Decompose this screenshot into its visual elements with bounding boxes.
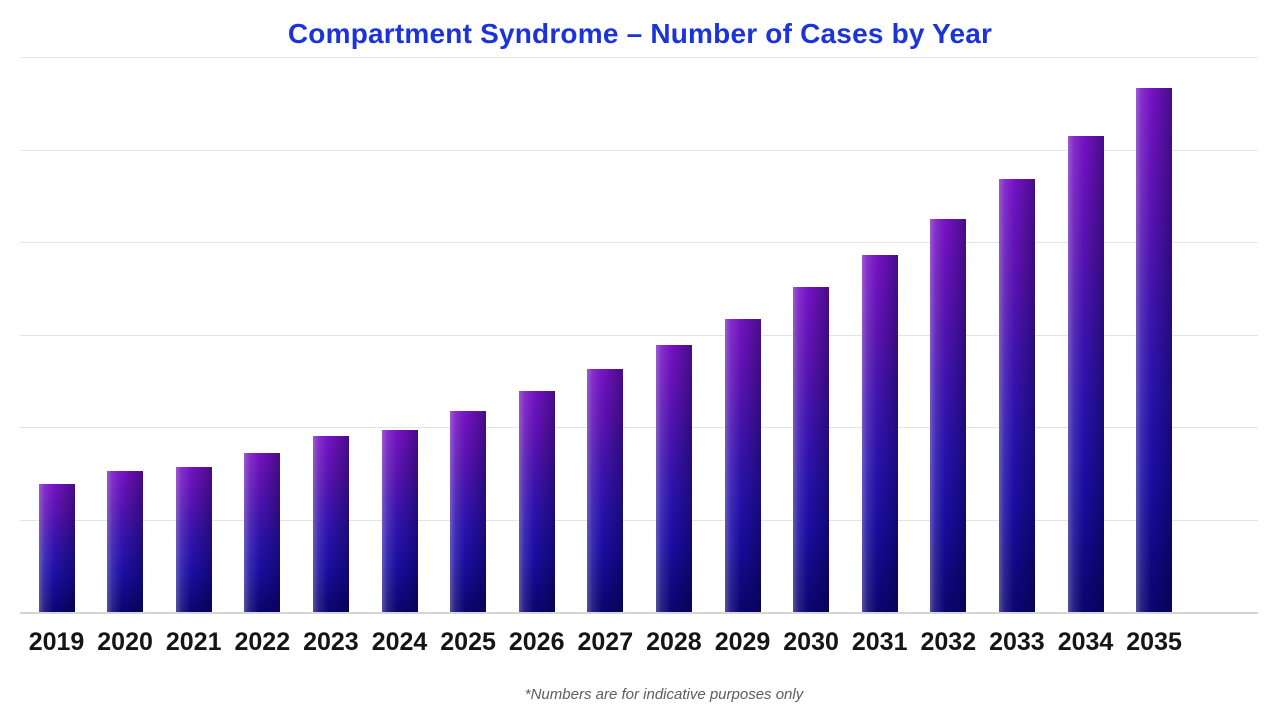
- bar-2035: [1136, 87, 1173, 612]
- bar-2019: [38, 484, 75, 612]
- gridline-300: [20, 334, 1258, 336]
- x-label-2021: 2021: [165, 628, 222, 656]
- x-label-2031: 2031: [851, 628, 908, 656]
- x-label-2023: 2023: [303, 628, 359, 656]
- bar-2024: [381, 429, 418, 612]
- x-axis-labels: 2019 2020 2021 2022 2023 2024 2025 2026 2027 2028…: [20, 628, 1258, 664]
- bar-2027: [587, 368, 624, 612]
- x-label-2035: 2035: [1126, 628, 1182, 656]
- x-label-2033: 2033: [989, 628, 1045, 656]
- gridline-500: [20, 149, 1258, 151]
- bar-2029: [724, 318, 761, 612]
- x-label-2032: 2032: [920, 628, 977, 656]
- bar-2026: [518, 390, 555, 612]
- x-label-2025: 2025: [440, 628, 496, 656]
- x-label-2030: 2030: [783, 628, 839, 656]
- x-axis-baseline: [20, 612, 1258, 614]
- bar-2032: [930, 218, 967, 612]
- bar-2021: [175, 466, 212, 612]
- x-label-2022: 2022: [234, 628, 291, 656]
- gridline-600: [20, 57, 1258, 58]
- x-label-2027: 2027: [577, 628, 634, 656]
- x-label-2034: 2034: [1057, 628, 1114, 656]
- chart-title: Compartment Syndrome – Number of Cases b…: [287, 18, 993, 49]
- x-label-2026: 2026: [508, 628, 565, 656]
- plot-area: [20, 57, 1258, 614]
- bar-2033: [998, 179, 1035, 612]
- bar-2028: [655, 344, 692, 612]
- gridline-200: [20, 427, 1258, 428]
- bar-2030: [793, 287, 830, 612]
- footnote: *Numbers are for indicative purposes onl…: [524, 686, 804, 703]
- bar-2023: [312, 436, 349, 612]
- gridline-100: [20, 519, 1258, 521]
- x-label-2024: 2024: [371, 628, 428, 656]
- bar-2034: [1067, 135, 1104, 612]
- bar-2020: [107, 471, 144, 612]
- x-label-2020: 2020: [97, 628, 153, 656]
- gridline-400: [20, 242, 1258, 243]
- x-label-2028: 2028: [646, 628, 702, 656]
- bar-2022: [244, 452, 281, 612]
- bar-2025: [450, 411, 487, 612]
- x-label-2019: 2019: [28, 628, 85, 656]
- x-label-2029: 2029: [714, 628, 771, 656]
- bar-2031: [861, 254, 898, 612]
